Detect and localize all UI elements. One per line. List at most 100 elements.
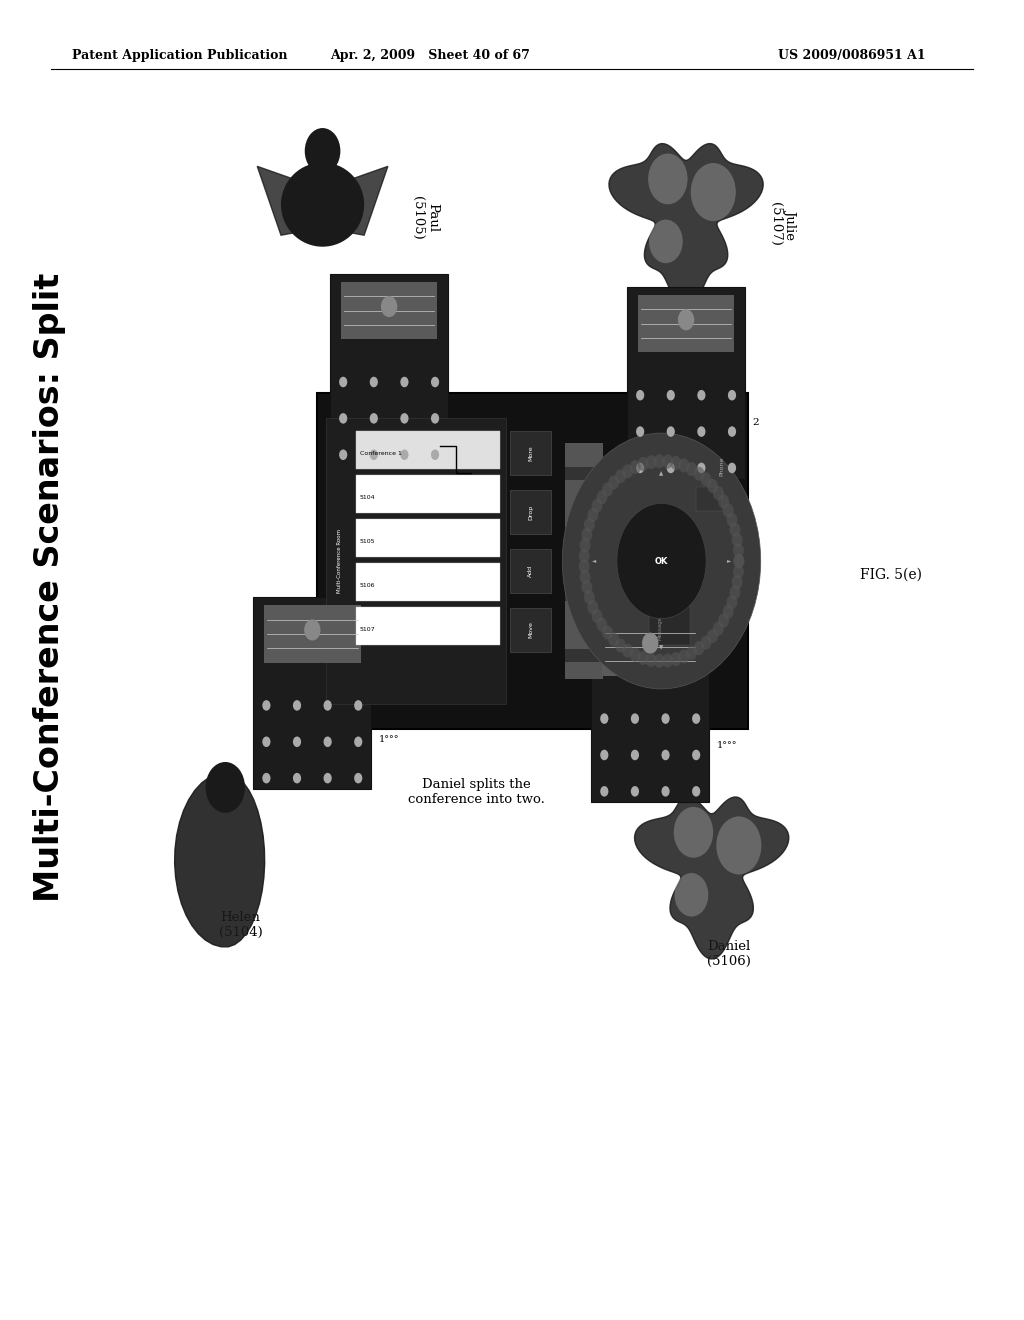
Circle shape [562,433,761,689]
Circle shape [579,549,590,562]
Text: Message: Message [657,616,663,640]
Text: Drop: Drop [528,504,534,520]
Text: Add: Add [528,565,534,577]
Circle shape [728,426,736,437]
Circle shape [339,376,347,387]
Circle shape [691,162,736,220]
Circle shape [733,554,744,568]
Circle shape [707,479,718,492]
Bar [355,607,501,644]
Circle shape [642,632,658,653]
Text: 1/5: 1/5 [329,562,347,573]
Circle shape [631,713,639,723]
Circle shape [592,499,602,513]
Circle shape [726,512,737,527]
Circle shape [305,128,340,174]
Circle shape [582,528,592,541]
Circle shape [726,595,737,610]
Text: ►: ► [727,558,731,564]
Text: Apr. 2, 2009   Sheet 40 of 67: Apr. 2, 2009 Sheet 40 of 67 [330,49,530,62]
Bar [638,296,734,352]
Circle shape [674,807,713,858]
Circle shape [697,389,706,400]
Circle shape [580,570,591,583]
Text: Daniel
(5106): Daniel (5106) [708,940,751,968]
Circle shape [671,455,681,470]
Circle shape [602,626,613,639]
Circle shape [400,376,409,387]
Circle shape [667,426,675,437]
Circle shape [646,653,656,667]
Circle shape [692,785,700,796]
Bar [564,467,603,480]
Circle shape [262,774,270,784]
Polygon shape [635,797,788,958]
Bar [355,519,501,557]
Circle shape [700,636,712,649]
Circle shape [370,376,378,387]
Text: PHONE
EXTENSIONS: PHONE EXTENSIONS [456,422,489,483]
Bar [510,432,551,475]
Text: 5107: 5107 [359,627,376,632]
Circle shape [600,785,608,796]
Text: ◄: ◄ [592,558,596,564]
Circle shape [431,413,439,424]
Circle shape [608,475,620,490]
Circle shape [671,652,681,667]
Circle shape [630,648,641,661]
Text: Conference 1: Conference 1 [359,450,401,455]
Circle shape [324,737,332,747]
Polygon shape [257,166,323,235]
Text: More: More [528,445,534,461]
Circle shape [649,219,683,263]
Bar [510,490,551,535]
Circle shape [631,750,639,760]
Bar [564,528,603,541]
Bar [341,281,437,339]
Circle shape [728,389,736,400]
Circle shape [206,762,245,813]
Circle shape [729,585,740,599]
Circle shape [293,737,301,747]
Circle shape [324,774,332,784]
Circle shape [623,465,633,478]
Polygon shape [609,144,763,305]
Text: Paul
(5105): Paul (5105) [411,195,439,240]
Circle shape [623,644,633,657]
Bar [696,487,722,511]
Circle shape [713,622,724,636]
Text: 1°°: 1°° [456,412,473,420]
Circle shape [400,413,409,424]
Text: 1°°°: 1°°° [717,742,737,750]
Circle shape [293,700,301,710]
Circle shape [663,454,673,469]
Bar [510,609,551,652]
Circle shape [638,457,648,471]
Bar [648,606,689,645]
Circle shape [584,590,595,605]
Circle shape [692,713,700,723]
Bar [355,432,501,469]
Circle shape [678,458,689,473]
Circle shape [588,601,598,614]
Text: ▲: ▲ [659,471,664,477]
Circle shape [596,490,607,504]
Circle shape [370,413,378,424]
Text: /2: /2 [492,610,502,620]
Circle shape [654,454,665,469]
Bar [355,564,501,601]
Text: Phone: Phone [719,457,724,477]
Text: Helen
(5104): Helen (5104) [219,911,262,939]
Circle shape [732,533,742,546]
Bar [317,393,748,729]
Circle shape [700,473,712,486]
Circle shape [662,713,670,723]
Circle shape [324,700,332,710]
Circle shape [636,389,644,400]
Circle shape [667,389,675,400]
Text: 5106: 5106 [359,582,376,587]
Circle shape [662,785,670,796]
Text: Multi-Conference Scenarios: Split: Multi-Conference Scenarios: Split [33,273,66,902]
Circle shape [686,462,697,477]
Circle shape [654,653,665,668]
